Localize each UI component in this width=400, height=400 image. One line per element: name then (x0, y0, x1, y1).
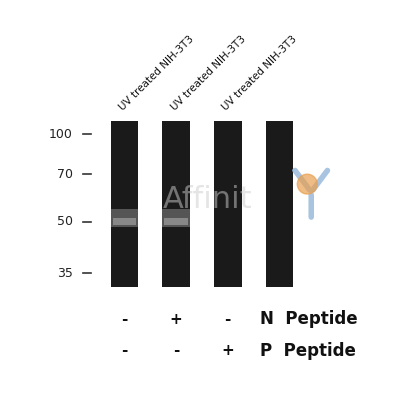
Text: -: - (121, 344, 128, 358)
Text: -: - (225, 312, 231, 327)
Text: N  Peptide: N Peptide (260, 310, 357, 328)
FancyBboxPatch shape (164, 218, 188, 225)
FancyBboxPatch shape (162, 120, 190, 287)
FancyBboxPatch shape (266, 120, 293, 287)
FancyBboxPatch shape (214, 120, 242, 287)
Text: +: + (222, 344, 234, 358)
FancyBboxPatch shape (162, 209, 190, 227)
Text: UV treated NIH-3T3: UV treated NIH-3T3 (169, 34, 248, 113)
Circle shape (297, 174, 317, 194)
Text: 50: 50 (57, 215, 73, 228)
Text: Affinit: Affinit (163, 186, 253, 214)
Text: UV treated NIH-3T3: UV treated NIH-3T3 (221, 34, 299, 113)
Text: -: - (121, 312, 128, 327)
Text: 35: 35 (57, 267, 73, 280)
FancyBboxPatch shape (111, 120, 138, 287)
Text: UV treated NIH-3T3: UV treated NIH-3T3 (118, 34, 196, 113)
Text: +: + (170, 312, 182, 327)
Text: P  Peptide: P Peptide (260, 342, 356, 360)
Text: 70: 70 (57, 168, 73, 181)
Text: 100: 100 (49, 128, 73, 141)
FancyBboxPatch shape (111, 209, 138, 227)
Text: -: - (173, 344, 179, 358)
FancyBboxPatch shape (113, 218, 136, 225)
